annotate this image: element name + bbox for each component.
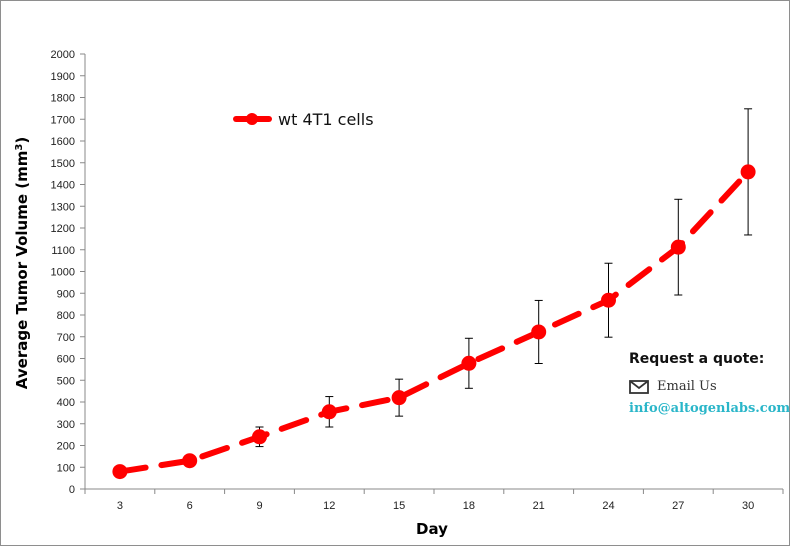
y-tick-label: 900 [57,288,75,300]
data-point [670,239,686,255]
y-tick-label: 200 [57,441,75,453]
data-point [391,390,407,406]
email-us-label: Email Us [657,379,717,394]
data-point [740,164,756,180]
x-tick-label: 15 [393,500,405,512]
request-quote-title: Request a quote: [629,351,765,367]
x-tick-label: 18 [463,500,475,512]
y-axis-title-suffix: ) [13,137,31,144]
request-quote-panel: Request a quote: Email Us info@altogenla… [629,351,790,416]
y-tick-label: 1700 [51,114,75,126]
email-us-link[interactable]: Email Us [629,379,789,394]
y-tick-label: 1800 [51,93,75,105]
x-tick-label: 12 [323,500,335,512]
y-tick-label: 800 [57,310,75,322]
y-tick-label: 600 [57,354,75,366]
y-tick-label: 1500 [51,158,75,170]
data-point [601,292,616,308]
x-axis-ticks: 3 6 9 12 15 18 21 24 27 30 [84,489,784,512]
x-tick-label: 21 [533,500,545,512]
envelope-icon [629,379,649,394]
data-point [461,355,477,371]
y-tick-label: 300 [57,419,75,431]
x-tick-label: 9 [256,500,262,512]
y-tick-label: 1600 [51,136,75,148]
x-tick-label: 24 [602,500,614,512]
y-tick-label: 400 [57,397,75,409]
y-axis-title: Average Tumor Volume (mm3) [13,137,31,389]
series-line-group [116,168,752,475]
y-axis-ticks: 0 100 200 300 400 500 600 700 800 900 1000 1100 1200… [51,49,85,496]
data-point [531,324,547,340]
legend: wt 4T1 cells [233,110,374,129]
axes [84,54,783,490]
x-tick-label: 27 [672,500,684,512]
y-tick-label: 1200 [51,223,75,235]
email-address-link[interactable]: info@altogenlabs.com [629,401,790,416]
y-tick-label: 0 [69,484,75,496]
y-tick-label: 700 [57,332,75,344]
legend-label: wt 4T1 cells [278,110,374,129]
legend-marker [246,113,258,125]
x-tick-label: 3 [117,500,123,512]
x-axis-title: Day [416,520,448,538]
data-point [182,453,198,469]
x-tick-label: 6 [187,500,193,512]
data-point [252,429,267,445]
error-bars [115,108,753,477]
y-tick-label: 500 [57,375,75,387]
data-point [112,464,128,480]
y-tick-label: 1400 [51,180,75,192]
x-tick-label: 30 [742,500,754,512]
y-tick-label: 100 [57,462,75,474]
y-axis-title-main: Average Tumor Volume (mm [13,151,31,390]
y-tick-label: 1100 [51,245,75,257]
y-tick-label: 1300 [51,201,75,213]
y-tick-label: 1000 [51,267,75,279]
y-axis-title-superscript: 3 [14,144,25,151]
y-tick-label: 2000 [51,49,75,61]
y-tick-label: 1900 [51,71,75,83]
series-markers [112,164,756,480]
series-line [116,168,752,475]
data-point [321,404,337,420]
